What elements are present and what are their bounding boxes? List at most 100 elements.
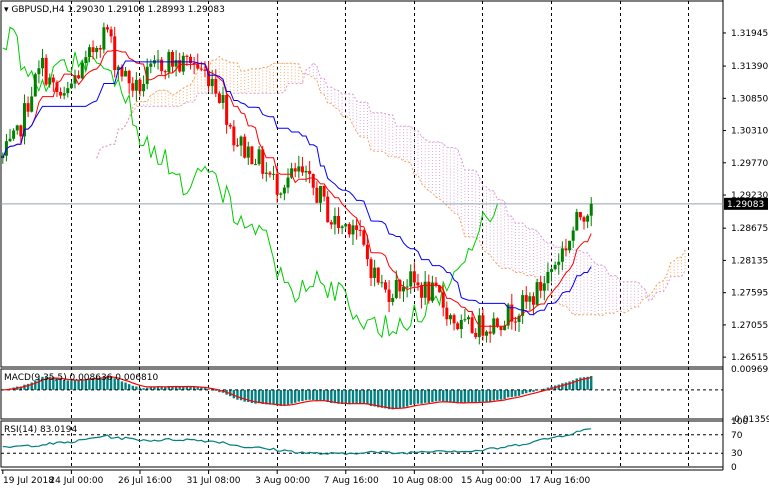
macd-bar (138, 387, 142, 390)
candle-body (524, 295, 528, 302)
candle-body (37, 68, 41, 75)
macd-bar (149, 387, 153, 390)
candle-body (589, 203, 593, 216)
macd-bar (579, 377, 582, 390)
candle-body (239, 136, 243, 146)
candle-body (254, 164, 258, 166)
candle-body (466, 317, 470, 320)
current-price-box (724, 197, 768, 210)
macd-tick-label: -0.013593 (731, 415, 769, 425)
candle-body (387, 289, 391, 303)
macd-bar (557, 384, 560, 390)
candle-body (73, 75, 77, 84)
macd-bar (525, 389, 528, 394)
candle-body (290, 168, 294, 178)
macd-bar (384, 389, 387, 409)
macd-bar (507, 389, 510, 398)
candle-body (142, 83, 146, 92)
macd-bar (297, 389, 301, 402)
macd-bar (91, 378, 95, 390)
macd-bar (590, 375, 593, 390)
candle-body (326, 196, 330, 223)
macd-bar (41, 376, 44, 390)
candle-body (531, 296, 535, 305)
time-tick-label: 26 Jul 16:00 (118, 476, 172, 486)
macd-bar (189, 386, 192, 390)
time-tick-label: 24 Jul 00:00 (49, 476, 103, 486)
candle-body (329, 222, 333, 225)
candle-body (337, 215, 341, 228)
candle-body (181, 55, 185, 72)
candle-body (282, 187, 286, 194)
price-tick-label: 1.29230 (731, 191, 768, 201)
candle-body (452, 315, 456, 324)
candle-body (495, 318, 499, 327)
candle-body (488, 331, 492, 334)
candle-body (405, 286, 409, 288)
time-tick-label: 3 Aug 00:00 (255, 476, 310, 486)
macd-bar (564, 382, 568, 390)
macd-bar (95, 377, 98, 390)
macd-bar (416, 389, 420, 404)
macd-bar (348, 389, 351, 405)
candle-body (340, 226, 344, 228)
candle-body (304, 170, 308, 173)
candle-body (470, 317, 474, 333)
macd-bar (30, 382, 33, 390)
price-tick-label: 1.31390 (731, 62, 768, 72)
macd-bar (528, 389, 532, 393)
candle-body (84, 57, 88, 63)
candle-body (456, 323, 460, 330)
candle-body (62, 93, 66, 96)
candle-body (116, 66, 120, 71)
candle-body (214, 79, 218, 94)
candle-body (279, 193, 283, 195)
candle-body (499, 326, 503, 331)
candle-body (51, 77, 55, 83)
price-tick-label: 1.28135 (731, 256, 768, 266)
senkou-span-b-line (96, 62, 686, 302)
candle-body (243, 136, 247, 158)
candle-body (506, 304, 510, 326)
macd-bar (308, 389, 311, 400)
macd-bar (257, 389, 261, 404)
macd-bar (322, 389, 326, 401)
macd-bar (283, 389, 286, 406)
candle-body (308, 170, 312, 174)
price-tick-label: 1.30850 (731, 94, 768, 104)
candle-body (474, 332, 478, 338)
candle-body (412, 271, 416, 283)
candle-body (105, 27, 109, 30)
macd-bar (391, 389, 394, 410)
candle-body (423, 281, 427, 298)
macd-bar (218, 389, 221, 393)
macd-bar (470, 389, 474, 403)
rsi-line (2, 428, 592, 456)
macd-bar (586, 376, 589, 390)
candle-body (463, 319, 467, 321)
macd-bar (37, 378, 41, 390)
candle-body (557, 261, 561, 265)
macd-bar (81, 379, 84, 390)
candle-body (383, 282, 387, 290)
candle-body (445, 307, 449, 320)
candle-body (430, 282, 434, 301)
macd-bar (127, 384, 131, 390)
time-tick-label: 15 Aug 00:00 (461, 476, 522, 486)
price-tick-label: 1.31945 (731, 29, 768, 39)
macd-bar (395, 389, 398, 409)
candle-body (398, 279, 402, 292)
price-tick-label: 1.26515 (731, 353, 768, 363)
macd-bar (344, 389, 347, 404)
candle-body (459, 319, 463, 330)
candle-body (275, 173, 279, 195)
macd-bar (492, 389, 495, 401)
candle-body (539, 282, 543, 291)
candle-body (362, 230, 366, 245)
candle-body (127, 70, 131, 84)
candle-body (322, 185, 326, 197)
candle-body (416, 282, 420, 286)
macd-bar (59, 379, 62, 390)
macd-bar (247, 389, 250, 402)
